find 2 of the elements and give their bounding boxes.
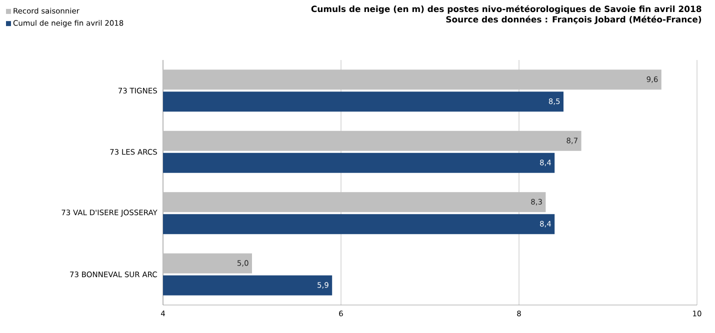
chart-title: Cumuls de neige (en m) des postes nivo-météorologiques de Savoie fin avril 2018 [311,5,702,14]
chart-subtitle: Source des données : François Jobard (Météo-France) [446,16,702,24]
